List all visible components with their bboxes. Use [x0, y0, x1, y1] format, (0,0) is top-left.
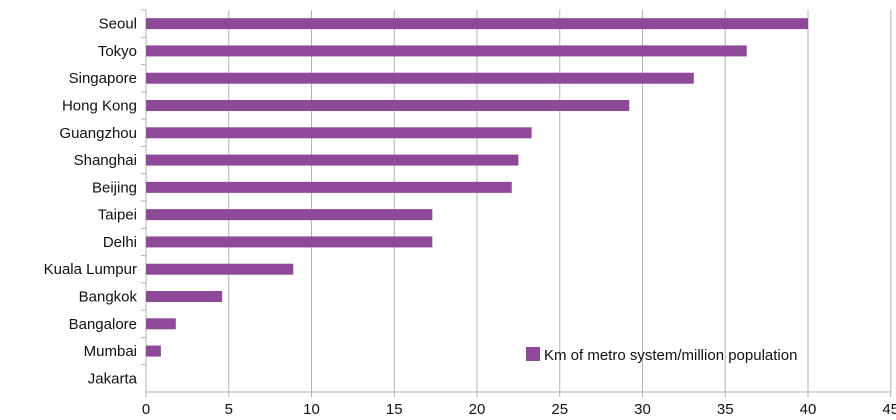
legend: Km of metro system/million population [526, 347, 797, 364]
y-tick-label: Bangalore [69, 316, 137, 333]
x-tick-label: 35 [717, 401, 734, 418]
axes [145, 10, 891, 393]
y-tick-label: Beijing [92, 179, 137, 196]
y-tick-label: Singapore [69, 70, 137, 87]
x-tick-label: 25 [551, 401, 568, 418]
y-tick-label: Taipei [98, 207, 137, 224]
y-tick-label: Seoul [99, 16, 137, 33]
bar-tokyo [146, 45, 747, 57]
bar-singapore [146, 72, 694, 84]
grid-lines [141, 9, 892, 397]
bar-bangkok [146, 291, 223, 302]
y-tick-label: Jakarta [88, 370, 138, 387]
bar-guangzhou [146, 127, 532, 139]
y-tick-label: Shanghai [74, 152, 137, 169]
y-tick-label: Mumbai [84, 343, 137, 360]
bar-hong-kong [146, 100, 630, 111]
bars [146, 18, 808, 357]
bar-shanghai [146, 154, 519, 166]
x-tick-label: 40 [800, 401, 817, 418]
y-tick-label: Delhi [103, 234, 137, 251]
bar-delhi [146, 236, 433, 248]
y-tick-label: Hong Kong [62, 98, 137, 115]
x-tick-label: 15 [386, 401, 403, 418]
bar-beijing [146, 181, 512, 193]
x-tick-label: 20 [469, 401, 486, 418]
legend-label: Km of metro system/million population [544, 347, 797, 364]
legend-swatch [526, 347, 540, 361]
y-tick-label: Kuala Lumpur [44, 261, 137, 278]
bar-taipei [146, 209, 433, 221]
x-tick-label: 5 [225, 401, 233, 418]
x-axis-tick-labels: 0 5 10 15 20 25 30 35 40 45 [142, 401, 896, 418]
bar-seoul [146, 18, 808, 30]
y-tick-label: Bangkok [79, 289, 138, 306]
bar-kuala-lumpur [146, 263, 294, 275]
y-tick-label: Tokyo [98, 43, 137, 60]
x-tick-label: 30 [634, 401, 651, 418]
x-tick-label: 0 [142, 401, 150, 418]
bar-mumbai [146, 345, 161, 357]
x-tick-label: 45 [882, 401, 896, 418]
y-tick-label: Guangzhou [59, 125, 137, 142]
y-axis-tick-labels: Seoul Tokyo Singapore Hong Kong Guangzhou Sha… [44, 16, 138, 388]
bar-bangalore [146, 318, 176, 330]
x-tick-label: 10 [303, 401, 320, 418]
